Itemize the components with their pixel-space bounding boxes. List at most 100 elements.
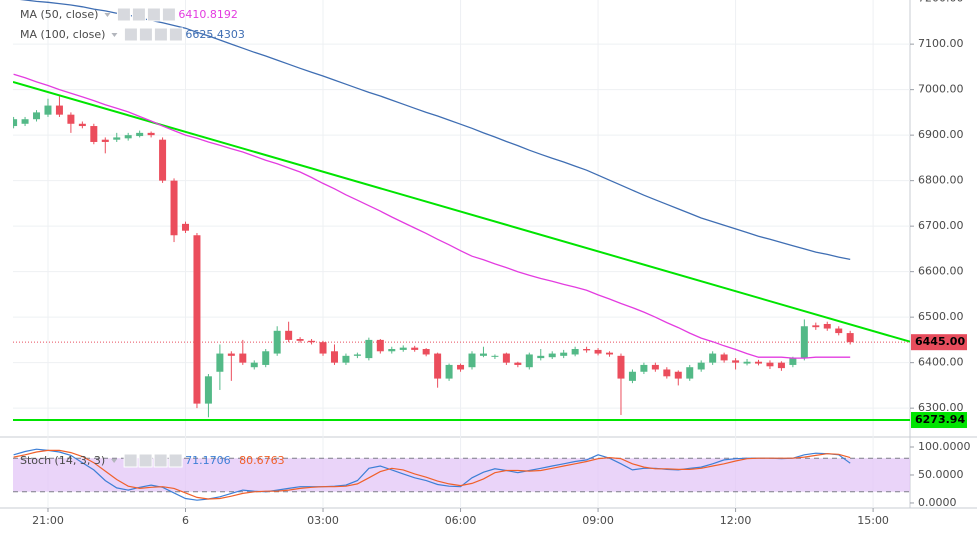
candle-body — [13, 119, 18, 127]
stoch-value: 80.6763 — [239, 454, 285, 467]
legend-icon — [138, 27, 153, 42]
x-tick-label: 15:00 — [857, 514, 889, 527]
candle-body — [182, 223, 189, 231]
candle-body — [571, 349, 579, 355]
candle-body — [296, 338, 304, 341]
candle-body — [353, 354, 361, 356]
y-tick-label: 50.0000 — [918, 468, 964, 481]
candle-body — [147, 132, 155, 136]
candle-body — [124, 135, 132, 139]
candle-body — [136, 132, 144, 137]
candle-body — [606, 352, 614, 355]
y-tick-label: 100.0000 — [918, 440, 971, 453]
y-tick-label: 7000.00 — [918, 83, 964, 96]
candle-body — [755, 361, 762, 364]
candle-body — [812, 325, 820, 328]
candle-body — [583, 349, 591, 351]
candle-body — [422, 349, 430, 355]
candle-body — [159, 139, 167, 181]
candle-body — [720, 354, 728, 361]
legend-label: MA (100, close) — [20, 28, 105, 41]
candle-body — [445, 364, 453, 379]
candle-body — [170, 180, 178, 236]
candle-body — [640, 364, 648, 372]
candle-body — [697, 362, 705, 370]
y-tick-label: 6900.00 — [918, 128, 964, 141]
candle-body — [525, 354, 533, 368]
candle-body — [239, 353, 247, 363]
legend-icon — [131, 7, 146, 22]
y-tick-label: 7100.00 — [918, 37, 964, 50]
candle-body — [33, 112, 41, 120]
x-tick-label: 21:00 — [32, 514, 64, 527]
candle-body — [709, 353, 717, 363]
candle-body — [491, 355, 499, 357]
legend-icon — [138, 453, 153, 468]
candle-body — [193, 235, 201, 404]
legend-icon — [123, 453, 138, 468]
y-tick-label: 6500.00 — [918, 310, 964, 323]
candle-body — [90, 126, 98, 142]
stoch-plot — [13, 448, 851, 501]
candle-body — [227, 353, 235, 356]
candle-body — [67, 114, 75, 124]
candle-body — [388, 349, 396, 352]
candle-body — [617, 355, 625, 379]
stoch-value: 71.1706 — [185, 454, 231, 467]
price-marker — [911, 334, 967, 351]
candle-body — [628, 371, 636, 381]
candle-body — [766, 362, 774, 367]
legend-icon — [123, 27, 138, 42]
candle-body — [560, 352, 568, 356]
trend-line — [13, 80, 910, 343]
price-marker-label: 6273.94 — [915, 413, 965, 426]
legend-icon — [168, 27, 183, 42]
candle-body — [101, 139, 109, 142]
legend-icon — [168, 453, 183, 468]
candle-body — [800, 326, 808, 359]
stoch-line — [13, 448, 851, 501]
legend-icon — [153, 453, 168, 468]
candle-body — [216, 353, 224, 372]
candle-body — [204, 376, 212, 404]
candle-body — [548, 353, 556, 358]
candle-body — [273, 330, 281, 354]
candle-body — [514, 362, 522, 365]
candle-body — [651, 364, 659, 370]
legend-icon — [146, 7, 161, 22]
y-tick-label: 6700.00 — [918, 219, 964, 232]
x-tick-label: 03:00 — [307, 514, 339, 527]
candle-body — [663, 369, 671, 377]
candle-body — [44, 105, 52, 115]
candle-body — [285, 330, 293, 340]
x-tick-label: 09:00 — [582, 514, 614, 527]
candle-body — [342, 355, 350, 363]
candle-body — [789, 358, 797, 365]
stoch-title: Stoch (14, 3, 3) — [20, 454, 105, 467]
candle-body — [319, 342, 327, 354]
candle-body — [502, 353, 510, 363]
legend-icon — [153, 27, 168, 42]
candle-body — [823, 323, 831, 329]
candle-body — [537, 355, 545, 359]
candle-body — [330, 351, 338, 363]
candle-body — [411, 347, 419, 350]
ma-line — [13, 73, 851, 359]
x-tick-label: 6 — [182, 514, 189, 527]
candle-body — [308, 340, 316, 343]
candle-body — [376, 339, 384, 352]
candle-body — [434, 353, 442, 379]
candle-body — [262, 351, 270, 365]
candle-body — [113, 137, 121, 140]
y-tick-label: 6300.00 — [918, 401, 964, 414]
y-tick-label: 6800.00 — [918, 174, 964, 187]
legend-value: 6410.8192 — [178, 8, 238, 21]
price-marker-label: 6445.00 — [915, 335, 965, 348]
legend-label: MA (50, close) — [20, 8, 98, 21]
candle-body — [732, 360, 740, 363]
candle-body — [55, 105, 63, 115]
candle-body — [21, 119, 29, 124]
candle-body — [399, 347, 407, 350]
price-marker — [911, 412, 967, 429]
candle-body — [250, 362, 258, 368]
